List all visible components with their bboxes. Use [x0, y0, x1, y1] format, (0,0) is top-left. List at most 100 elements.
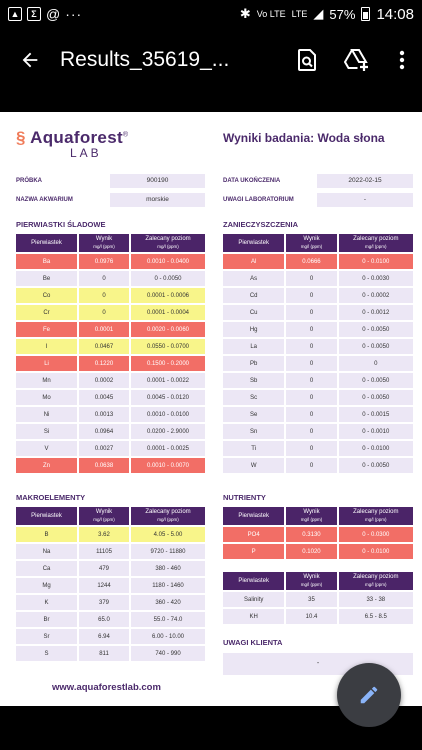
element-cell: Sr [16, 629, 78, 644]
table-row: Be 0 0 - 0.0050 [16, 271, 205, 286]
lab-notes-label: UWAGI LABORATORIUM [223, 197, 294, 203]
salinity-table: Pierwiastek Wynik mg/l (ppm) Zalecany pozio… [221, 570, 415, 626]
pdf-page[interactable]: § Aquaforest® LAB Wyniki badania: Woda s… [0, 112, 422, 706]
battery-icon [361, 7, 371, 21]
recommended-cell: 0 - 0.0012 [338, 305, 413, 320]
element-cell: Hg [223, 322, 285, 337]
add-to-drive-button[interactable] [332, 28, 382, 92]
recommended-column-header-unit: mg/l (ppm) [157, 517, 179, 522]
result-cell: 11105 [79, 544, 129, 559]
recommended-cell: 0 - 0.0050 [338, 322, 413, 337]
table-row: KH 10.4 6.5 - 8.5 [223, 609, 413, 624]
element-column-header: Pierwiastek [223, 507, 285, 525]
table-row: Sn 0 0 - 0.0010 [223, 424, 413, 439]
recommended-cell: 0 - 0.0050 [338, 373, 413, 388]
result-cell: 0 [286, 390, 337, 405]
back-button[interactable] [0, 28, 60, 92]
element-cell: Li [16, 356, 78, 371]
table-row: Ba 0.0976 0.0010 - 0.0400 [16, 254, 205, 269]
element-cell: Mg [16, 578, 78, 593]
result-cell: 6.94 [79, 629, 129, 644]
overflow-menu-button[interactable] [382, 28, 422, 92]
clock: 14:08 [376, 5, 414, 23]
result-cell: 0.0013 [79, 407, 129, 422]
recommended-cell: 6.00 - 10.00 [130, 629, 205, 644]
back-arrow-icon [22, 52, 38, 68]
table-row: Li 0.1220 0.1500 - 0.2000 [16, 356, 205, 371]
element-cell: P [223, 544, 285, 559]
element-cell: S [16, 646, 78, 661]
volte-indicator: Vo LTE [256, 8, 286, 19]
recommended-cell: 0 - 0.0100 [338, 544, 413, 559]
recommended-cell: 0.0020 - 0.0060 [130, 322, 205, 337]
recommended-cell: 0 - 0.0050 [338, 339, 413, 354]
table-row: Cu 0 0 - 0.0012 [223, 305, 413, 320]
result-cell: 65.0 [79, 612, 129, 627]
table-header-row: Pierwiastek Wynik mg/l (ppm) Zalecany pozio… [16, 234, 205, 252]
recommended-cell: 33 - 38 [338, 592, 413, 607]
nutrients-title: NUTRIENTY [223, 493, 266, 502]
result-column-header-label: Wynik [303, 574, 320, 580]
element-cell: Mo [16, 390, 78, 405]
search-in-document-button[interactable] [282, 28, 332, 92]
table-row: Si 0.0964 0.0200 - 2.9000 [16, 424, 205, 439]
table-row: Sb 0 0 - 0.0050 [223, 373, 413, 388]
element-column-header: Pierwiastek [16, 507, 78, 525]
edit-fab-button[interactable] [337, 663, 401, 727]
table-row: Pb 0 0 [223, 356, 413, 371]
recommended-cell: 0 [338, 356, 413, 371]
recommended-cell: 740 - 990 [130, 646, 205, 661]
result-cell: 0 [286, 322, 337, 337]
result-cell: 0 [286, 373, 337, 388]
recommended-cell: 0.0200 - 2.9000 [130, 424, 205, 439]
element-column-header: Pierwiastek [223, 572, 285, 590]
search-document-icon [298, 49, 316, 71]
logo-subtitle: LAB [70, 146, 102, 160]
recommended-cell: 6.5 - 8.5 [338, 609, 413, 624]
macro-elements-title: MAKROELEMENTY [16, 493, 86, 502]
result-column-header-label: Wynik [95, 509, 113, 515]
result-column-header: Wynik mg/l (ppm) [286, 572, 337, 590]
result-cell: 0.0001 [79, 322, 129, 337]
element-cell: As [223, 271, 285, 286]
element-column-header-label: Pierwiastek [31, 512, 62, 519]
recommended-column-header-unit: mg/l (ppm) [365, 517, 387, 522]
element-cell: Be [16, 271, 78, 286]
recommended-column-header-label: Zalecany poziom [353, 574, 399, 580]
table-row: Ti 0 0 - 0.0100 [223, 441, 413, 456]
result-column-header-label: Wynik [95, 236, 113, 242]
recommended-cell: 0 - 0.0015 [338, 407, 413, 422]
result-column-header: Wynik mg/l (ppm) [79, 507, 129, 525]
table-row: Fe 0.0001 0.0020 - 0.0060 [16, 322, 205, 337]
element-cell: K [16, 595, 78, 610]
recommended-cell: 0.0010 - 0.0400 [130, 254, 205, 269]
result-cell: 0 [286, 441, 337, 456]
result-column-header-unit: mg/l (ppm) [300, 517, 323, 522]
lab-notes-value: - [317, 193, 413, 207]
table-row: S 811 740 - 990 [16, 646, 205, 661]
logo-text: Aquaforest [30, 128, 123, 147]
table-row: Sc 0 0 - 0.0050 [223, 390, 413, 405]
result-cell: 0.0666 [286, 254, 337, 269]
result-cell: 0.0638 [79, 458, 129, 473]
table-row: PO4 0.3130 0 - 0.0300 [223, 527, 413, 542]
element-cell: W [223, 458, 285, 473]
element-cell: Ti [223, 441, 285, 456]
result-cell: 0 [79, 271, 129, 286]
element-column-header-label: Pierwiastek [238, 512, 270, 519]
table-row: As 0 0 - 0.0030 [223, 271, 413, 286]
table-row: Co 0 0.0001 - 0.0006 [16, 288, 205, 303]
recommended-cell: 4.05 - 5.00 [130, 527, 205, 542]
table-row: Zn 0.0638 0.0010 - 0.0070 [16, 458, 205, 473]
result-cell: 0 [286, 271, 337, 286]
element-column-header: Pierwiastek [16, 234, 78, 252]
recommended-column-header: Zalecany poziom mg/l (ppm) [338, 507, 413, 525]
file-title: Results_35619_... [60, 48, 230, 71]
result-cell: 0 [286, 356, 337, 371]
aquarium-name-value: morskie [110, 193, 205, 207]
website-link[interactable]: www.aquaforestlab.com [52, 682, 161, 693]
recommended-cell: 0 - 0.0100 [338, 254, 413, 269]
result-cell: 10.4 [286, 609, 337, 624]
result-cell: 35 [286, 592, 337, 607]
